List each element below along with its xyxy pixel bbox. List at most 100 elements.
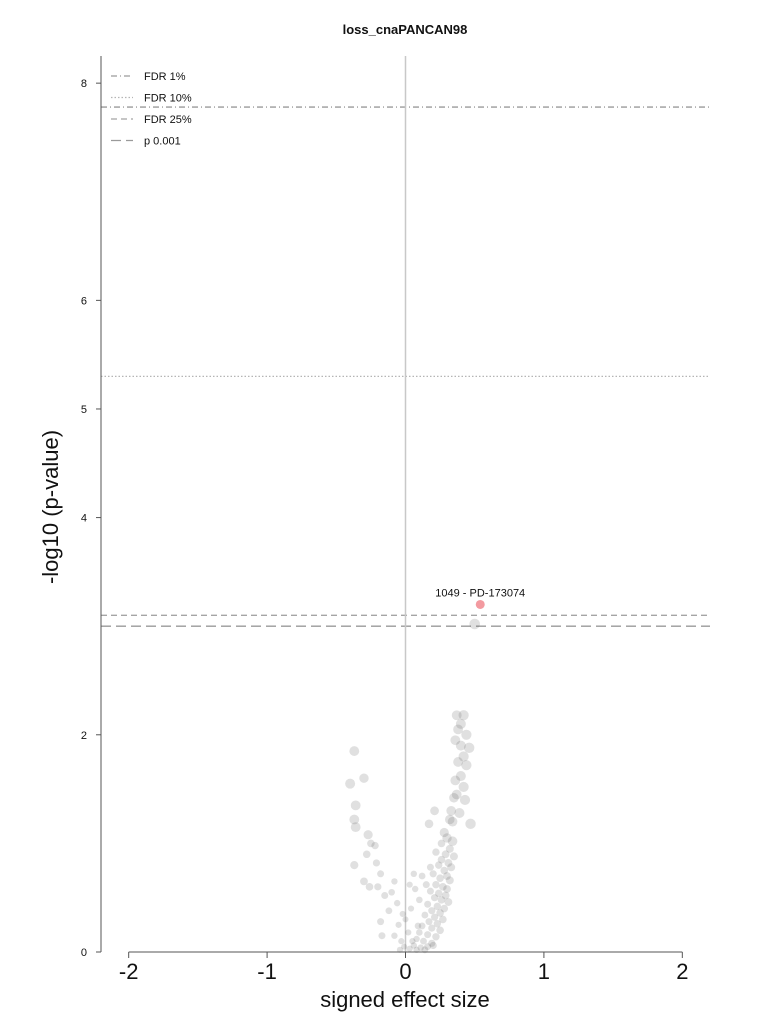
data-point	[399, 910, 406, 918]
data-point	[455, 771, 466, 782]
data-point	[424, 819, 434, 829]
data-point	[350, 861, 359, 870]
data-point	[385, 907, 393, 915]
data-point	[371, 841, 379, 850]
data-point	[458, 781, 469, 793]
data-point	[440, 904, 449, 913]
data-point	[432, 880, 440, 889]
x-tick-label: -2	[119, 959, 139, 984]
data-point	[429, 941, 437, 950]
highlight-label: 1049 - PD-173074	[435, 587, 525, 599]
data-point	[455, 740, 466, 751]
data-point	[349, 746, 360, 756]
data-point	[420, 937, 427, 945]
data-point	[447, 816, 458, 827]
y-axis-label: -log10 (p-value)	[38, 430, 63, 584]
data-point	[451, 789, 462, 800]
data-point	[430, 913, 439, 921]
y-tick-label: 2	[81, 730, 87, 742]
data-point	[410, 942, 418, 949]
data-point	[410, 870, 418, 878]
data-point	[422, 881, 430, 889]
data-point	[406, 945, 413, 952]
data-point	[445, 844, 454, 853]
data-point	[458, 710, 469, 721]
data-point	[367, 839, 375, 848]
data-point	[455, 718, 466, 729]
data-point	[428, 907, 436, 915]
data-point	[450, 775, 461, 786]
data-point	[359, 773, 369, 783]
legend: FDR 1% FDR 10% FDR 25% p 0.001	[111, 71, 192, 148]
data-point	[409, 938, 416, 945]
data-point	[453, 724, 463, 735]
highlighted-point	[475, 599, 485, 609]
data-point	[430, 806, 439, 816]
data-point	[391, 878, 398, 885]
data-point	[437, 896, 446, 904]
data-point	[402, 916, 409, 923]
data-point	[435, 889, 443, 898]
legend-label-0: FDR 1%	[144, 71, 186, 83]
data-point	[377, 870, 385, 878]
data-point	[350, 822, 361, 833]
data-point	[365, 883, 374, 891]
legend-label-1: FDR 10%	[144, 93, 192, 105]
data-point	[449, 792, 459, 803]
data-point	[388, 888, 395, 896]
data-point	[425, 918, 433, 926]
data-point	[451, 710, 462, 721]
data-point	[439, 883, 447, 891]
y-axis-ticks: 0 2 4 5 6 8	[81, 78, 101, 959]
data-point	[461, 760, 472, 771]
data-point	[395, 921, 402, 928]
y-tick-label: 6	[81, 295, 87, 307]
data-points	[345, 618, 481, 954]
data-point	[428, 924, 436, 932]
data-point	[426, 863, 434, 871]
data-point	[432, 848, 440, 856]
data-point	[421, 911, 429, 919]
x-tick-label: 1	[538, 959, 550, 984]
data-point	[442, 833, 452, 843]
data-point	[350, 800, 361, 811]
data-point	[424, 900, 432, 908]
x-tick-label: 2	[676, 959, 688, 984]
data-point	[424, 931, 432, 939]
y-tick-label: 4	[81, 513, 87, 525]
data-point	[443, 872, 451, 880]
data-point	[447, 863, 456, 872]
data-point	[439, 827, 449, 838]
data-point	[414, 922, 422, 930]
data-point	[446, 806, 456, 816]
legend-label-3: p 0.001	[144, 136, 181, 148]
data-point	[401, 943, 408, 950]
chart-title: loss_cnaPANCAN98	[343, 22, 468, 37]
data-point	[396, 946, 404, 953]
data-point	[418, 872, 426, 880]
data-point	[436, 909, 444, 917]
data-point	[429, 870, 437, 878]
data-point	[447, 836, 458, 847]
data-point	[416, 896, 423, 904]
data-point	[374, 883, 382, 891]
data-point	[435, 861, 443, 869]
data-point	[444, 898, 453, 906]
x-axis-label: signed effect size	[320, 987, 490, 1012]
data-point	[363, 830, 373, 840]
data-point	[391, 932, 398, 939]
data-point	[413, 935, 420, 943]
data-point	[416, 929, 423, 936]
x-axis-ticks: -2 -1 0 1 2	[119, 952, 688, 984]
data-point	[469, 618, 481, 630]
data-point	[443, 885, 451, 893]
data-point	[433, 902, 442, 911]
data-point	[449, 852, 458, 861]
data-point	[461, 729, 472, 740]
data-point	[349, 814, 360, 825]
data-point	[437, 855, 446, 864]
data-point	[453, 757, 463, 767]
data-point	[378, 932, 386, 940]
data-point	[372, 859, 381, 867]
